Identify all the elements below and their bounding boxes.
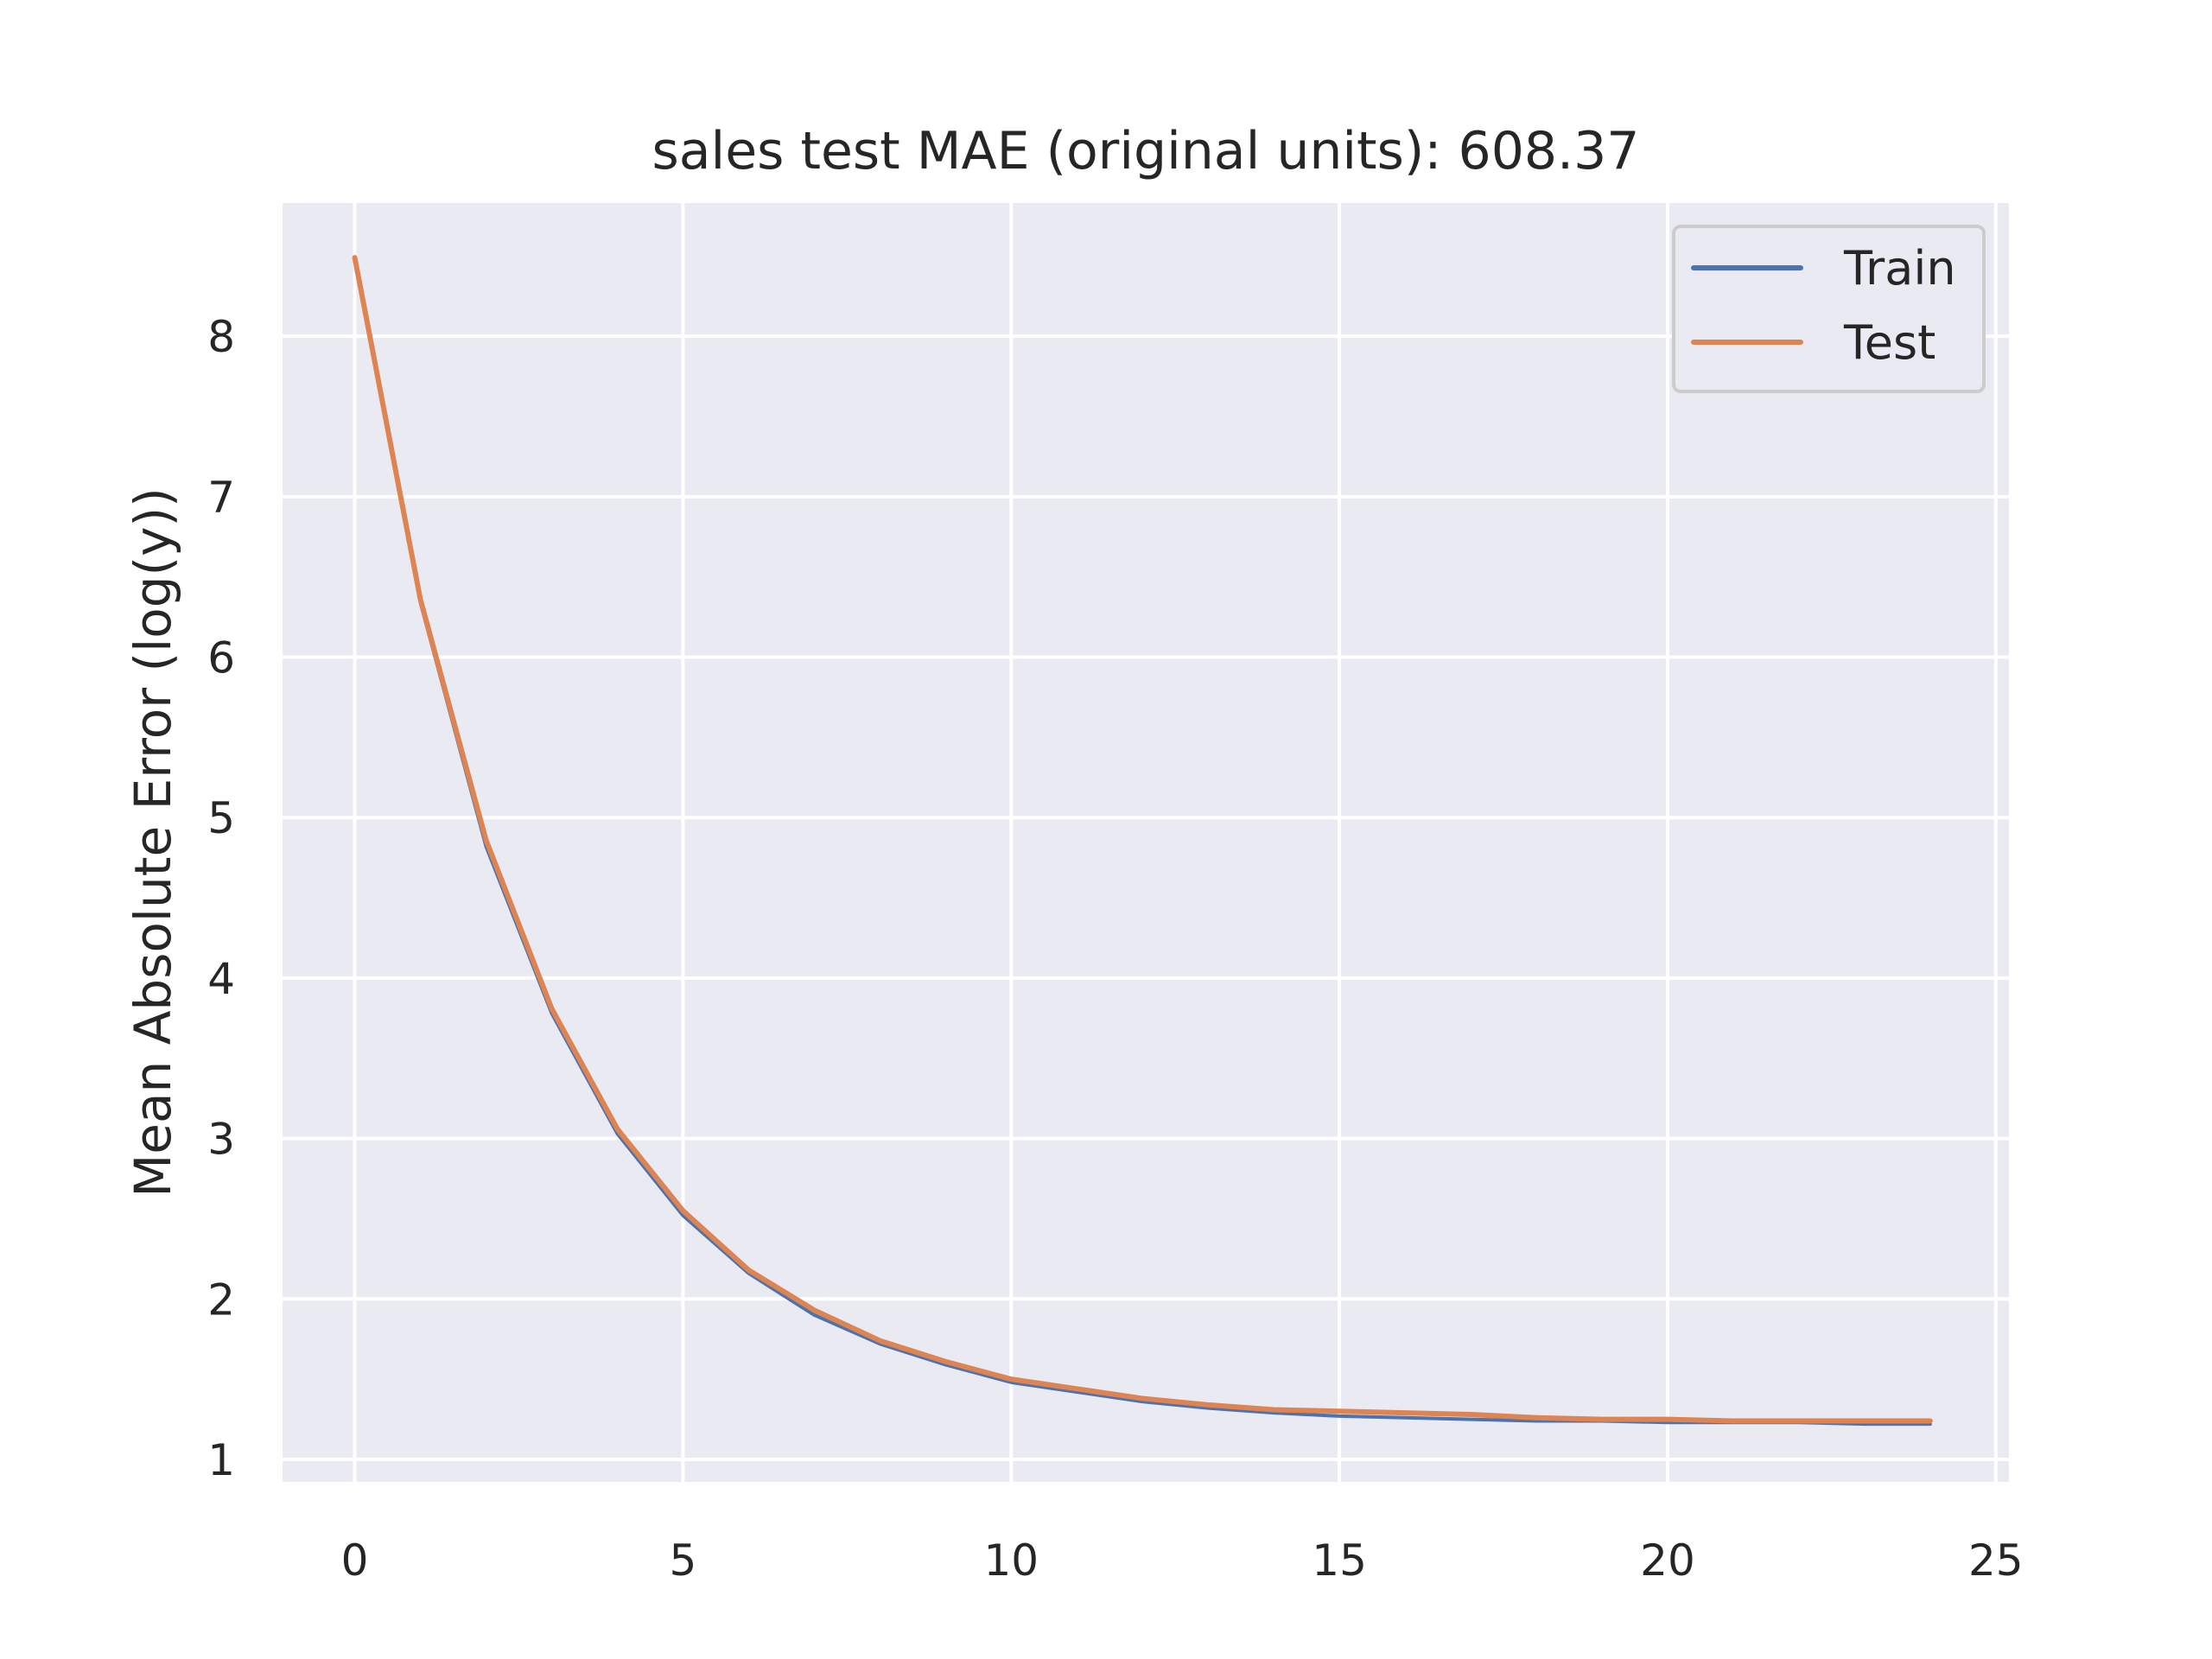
y-tick-label: 6 [207, 633, 235, 683]
y-tick-label: 8 [207, 312, 235, 362]
y-tick-labels: 1 2 3 4 5 6 7 8 [207, 312, 235, 1485]
y-axis-label: Mean Absolute Error (log(y)) [124, 487, 182, 1197]
series-line-test [352, 255, 1933, 1424]
x-tick-label: 10 [983, 1535, 1039, 1586]
y-tick-label: 4 [207, 954, 235, 1004]
legend-label-test: Test [1843, 315, 1936, 370]
legend-label-train: Train [1843, 241, 1956, 296]
x-tick-label: 20 [1640, 1535, 1695, 1586]
series-layer [352, 255, 1933, 1427]
y-tick-label: 7 [207, 473, 235, 523]
legend: Train Test [1672, 225, 1986, 393]
x-tick-labels: 0 5 10 15 20 25 [341, 1535, 2024, 1586]
series-line-train [353, 256, 1932, 1427]
y-tick-label: 2 [207, 1274, 235, 1325]
x-grid [353, 203, 1998, 1482]
y-tick-label: 1 [207, 1435, 235, 1485]
y-tick-label: 3 [207, 1115, 235, 1165]
x-tick-label: 5 [670, 1535, 697, 1586]
plot-area [283, 203, 2009, 1482]
x-tick-label: 0 [341, 1535, 369, 1586]
x-tick-label: 25 [1968, 1535, 2024, 1586]
y-tick-label: 5 [207, 793, 235, 843]
chart-title: sales test MAE (original units): 608.37 [652, 121, 1640, 181]
x-tick-label: 15 [1312, 1535, 1367, 1586]
